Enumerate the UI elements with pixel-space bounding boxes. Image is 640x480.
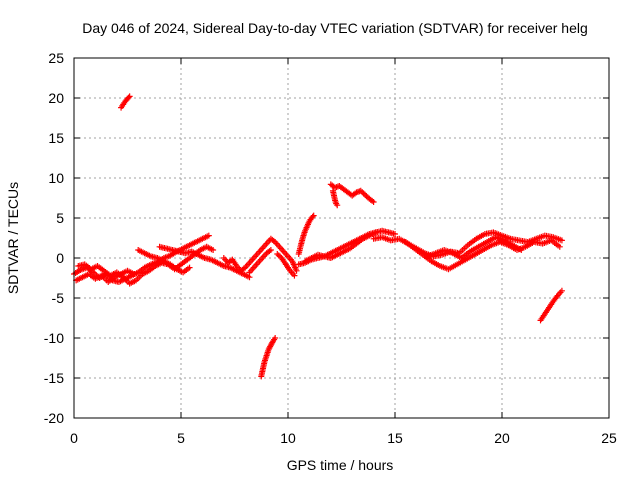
data-point <box>310 212 317 219</box>
data-point <box>556 243 563 250</box>
data-point <box>334 202 341 209</box>
y-tick-label: 20 <box>48 90 64 106</box>
data-marks <box>71 93 565 380</box>
y-axis-label: SDTVAR / TECUs <box>5 182 21 294</box>
series-track-b <box>75 243 217 287</box>
series-track-i <box>295 212 317 257</box>
x-tick-label: 20 <box>494 430 510 446</box>
series-track-e <box>156 243 253 281</box>
axis-ticks: 0 5 10 15 20 25 -20 -15 -10 -5 0 5 10 15 20 25 <box>44 50 617 446</box>
x-tick-label: 5 <box>177 430 185 446</box>
series-track-h <box>274 251 298 279</box>
series-track-k <box>295 229 379 268</box>
series-track-r <box>258 335 279 380</box>
x-axis-label: GPS time / hours <box>287 457 394 473</box>
series-track-m <box>329 187 341 209</box>
x-tick-label: 25 <box>601 430 617 446</box>
data-point <box>210 247 217 253</box>
series-track-s <box>537 287 565 324</box>
x-tick-label: 0 <box>70 430 78 446</box>
y-tick-label: -20 <box>44 410 64 426</box>
grid <box>74 58 609 418</box>
data-point <box>205 232 212 239</box>
data-point <box>186 264 193 271</box>
data-point <box>126 93 133 100</box>
x-tick-label: 15 <box>387 430 403 446</box>
data-point <box>130 271 137 277</box>
y-tick-label: -15 <box>44 370 64 386</box>
series-track-q <box>118 93 133 111</box>
y-tick-label: -10 <box>44 330 64 346</box>
series-track-p <box>424 234 525 261</box>
data-point <box>558 287 565 294</box>
y-tick-label: 15 <box>48 130 64 146</box>
series-track-c <box>73 267 137 285</box>
y-tick-label: 25 <box>48 50 64 66</box>
y-tick-label: 0 <box>56 250 64 266</box>
chart-title: Day 046 of 2024, Sidereal Day-to-day VTE… <box>82 20 588 36</box>
data-point <box>392 231 398 237</box>
data-point <box>293 267 300 274</box>
y-tick-label: -5 <box>52 290 65 306</box>
data-point <box>272 335 279 341</box>
y-tick-label: 5 <box>56 210 64 226</box>
y-tick-label: 10 <box>48 170 64 186</box>
data-point <box>291 272 298 279</box>
series-track-g <box>246 247 274 276</box>
series-track-l <box>327 181 377 205</box>
data-point <box>372 229 379 236</box>
series-track-f <box>220 235 300 274</box>
data-point <box>518 247 525 253</box>
data-point <box>267 247 274 253</box>
data-point <box>125 94 132 101</box>
series-track-d <box>135 247 193 276</box>
data-point <box>370 199 377 205</box>
data-point <box>309 213 316 220</box>
series-track-o <box>402 237 563 273</box>
data-point <box>558 237 565 244</box>
x-tick-label: 10 <box>280 430 296 446</box>
plot-frame <box>73 57 610 419</box>
